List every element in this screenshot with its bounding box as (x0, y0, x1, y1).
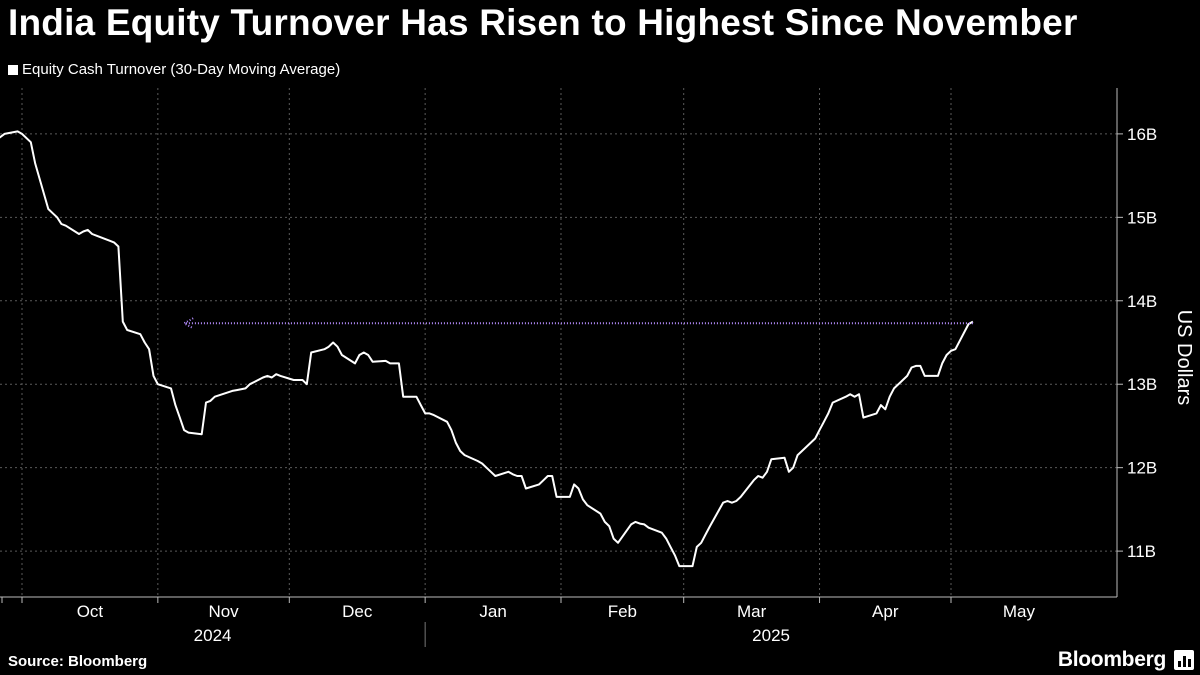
x-tick-label: Nov (208, 602, 239, 621)
annotation-arrowhead (182, 317, 194, 330)
x-tick-label: Dec (342, 602, 373, 621)
x-tick-label: Feb (608, 602, 637, 621)
legend: Equity Cash Turnover (30-Day Moving Aver… (8, 61, 340, 78)
legend-label: Equity Cash Turnover (30-Day Moving Aver… (22, 61, 341, 78)
y-tick-label: 14B (1127, 292, 1157, 311)
y-axis-title: US Dollars (1173, 310, 1195, 406)
brand-logo-text: Bloomberg (1057, 648, 1166, 671)
year-label: 2024 (194, 626, 232, 645)
series-line (0, 130, 974, 568)
chart-title: India Equity Turnover Has Risen to Highe… (8, 2, 1078, 43)
y-tick-label: 15B (1127, 208, 1157, 227)
y-tick-label: 12B (1127, 459, 1157, 478)
x-tick-label: Apr (872, 602, 899, 621)
x-tick-label: Jan (479, 602, 506, 621)
y-tick-label: 16B (1127, 125, 1157, 144)
legend-swatch (8, 64, 18, 75)
year-label: 2025 (752, 626, 790, 645)
source-note: Source: Bloomberg (8, 653, 148, 670)
bloomberg-chart-icon (1174, 650, 1194, 670)
y-tick-label: 11B (1127, 542, 1156, 561)
x-tick-label: Oct (77, 602, 104, 621)
y-tick-label: 13B (1127, 375, 1157, 394)
x-tick-label: May (1003, 602, 1036, 621)
x-tick-label: Mar (737, 602, 767, 621)
